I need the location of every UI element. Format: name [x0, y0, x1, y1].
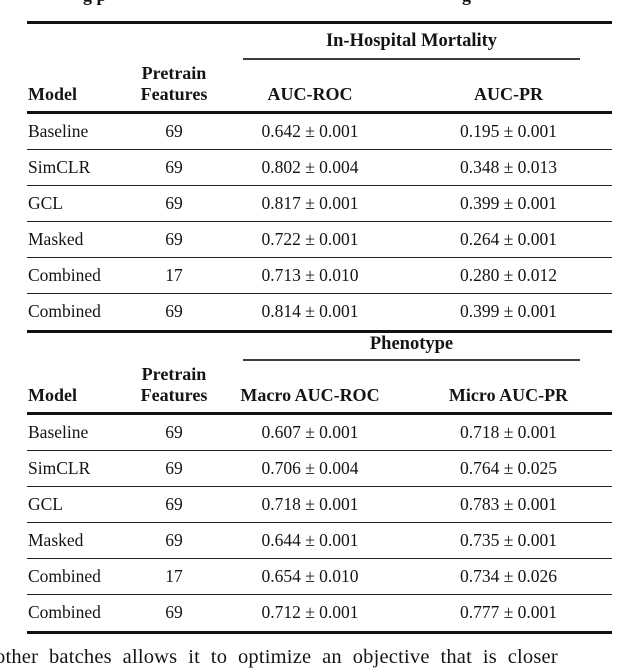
cell-auc-roc: 0.713 ± 0.010: [261, 264, 359, 285]
cell-features: 69: [165, 457, 183, 478]
cell-model: Baseline: [28, 120, 89, 141]
cell-model: Masked: [28, 228, 84, 249]
table-row: Combined 69 0.814 ± 0.001 0.399 ± 0.001: [27, 294, 612, 330]
table2-group-underline: [243, 359, 580, 361]
pretrain-label-line2: Features: [140, 84, 208, 104]
cell-macro-auc-roc: 0.706 ± 0.004: [261, 457, 359, 478]
cell-model: Combined: [28, 565, 101, 586]
cell-features: 69: [165, 192, 183, 213]
cell-auc-roc: 0.817 ± 0.001: [261, 192, 359, 213]
cell-features: 69: [165, 529, 183, 550]
cell-micro-auc-pr: 0.718 ± 0.001: [459, 421, 558, 442]
column-header-auc-pr: AUC-PR: [474, 84, 543, 104]
cell-auc-pr: 0.195 ± 0.001: [459, 120, 558, 141]
table-row: Masked 69 0.722 ± 0.001 0.264 ± 0.001: [27, 222, 612, 258]
table2-header-block: Phenotype Model Pretrain Features Macro …: [27, 330, 612, 412]
cell-features: 69: [165, 156, 183, 177]
cell-micro-auc-pr: 0.764 ± 0.025: [459, 457, 558, 478]
caption-fragment-right: g: [462, 0, 471, 6]
column-header-auc-roc: AUC-ROC: [267, 84, 353, 104]
column-header-model: Model: [28, 385, 77, 405]
table2-column-headers: Model Pretrain Features Macro AUC-ROC Mi…: [27, 364, 612, 406]
cell-auc-pr: 0.348 ± 0.013: [459, 156, 558, 177]
cell-macro-auc-roc: 0.654 ± 0.010: [261, 565, 359, 586]
table-row: Combined 17 0.713 ± 0.010 0.280 ± 0.012: [27, 258, 612, 294]
caption-fragment-left: g p: [83, 0, 107, 6]
body-text-fragment: other batches allows it to optimize an o…: [0, 646, 558, 668]
cell-features: 69: [165, 301, 183, 321]
table-row: SimCLR 69 0.802 ± 0.004 0.348 ± 0.013: [27, 150, 612, 186]
cell-micro-auc-pr: 0.735 ± 0.001: [459, 529, 558, 550]
table-row: Baseline 69 0.642 ± 0.001 0.195 ± 0.001: [27, 114, 612, 150]
cell-features: 17: [165, 264, 183, 285]
table1-bottom-rule: [27, 329, 612, 333]
cell-macro-auc-roc: 0.607 ± 0.001: [261, 421, 359, 442]
cell-auc-pr: 0.280 ± 0.012: [459, 264, 558, 285]
table-row: SimCLR 69 0.706 ± 0.004 0.764 ± 0.025: [27, 451, 612, 487]
cell-model: GCL: [28, 192, 63, 213]
table1-group-title: In-Hospital Mortality: [325, 31, 498, 51]
table1-header-block: In-Hospital Mortality Model Pretrain Fea…: [27, 24, 612, 111]
cell-features: 17: [165, 565, 183, 586]
cell-model: Combined: [28, 602, 101, 622]
table2-bottom-rule: [27, 630, 612, 634]
table-row: Masked 69 0.644 ± 0.001 0.735 ± 0.001: [27, 523, 612, 559]
table1-top-rule: [27, 21, 612, 24]
cell-auc-pr: 0.399 ± 0.001: [459, 301, 558, 321]
pretrain-label-line1: Pretrain: [141, 364, 207, 384]
clipped-caption-line: g p g: [0, 0, 640, 9]
cell-micro-auc-pr: 0.734 ± 0.026: [459, 565, 558, 586]
cell-features: 69: [165, 120, 183, 141]
cell-auc-roc: 0.642 ± 0.001: [261, 120, 359, 141]
cell-auc-pr: 0.264 ± 0.001: [459, 228, 558, 249]
cell-features: 69: [165, 493, 183, 514]
cell-model: SimCLR: [28, 156, 91, 177]
cell-macro-auc-roc: 0.644 ± 0.001: [261, 529, 359, 550]
cell-auc-roc: 0.802 ± 0.004: [261, 156, 359, 177]
cell-model: SimCLR: [28, 457, 91, 478]
table-row: GCL 69 0.817 ± 0.001 0.399 ± 0.001: [27, 186, 612, 222]
column-header-macro-auc-roc: Macro AUC-ROC: [240, 385, 380, 405]
in-hospital-mortality-table: In-Hospital Mortality Model Pretrain Fea…: [27, 21, 612, 333]
cell-model: Baseline: [28, 421, 89, 442]
cell-model: Masked: [28, 529, 84, 550]
cell-micro-auc-pr: 0.777 ± 0.001: [459, 602, 558, 622]
cell-macro-auc-roc: 0.712 ± 0.001: [261, 602, 359, 622]
cell-auc-pr: 0.399 ± 0.001: [459, 192, 558, 213]
cell-model: GCL: [28, 493, 63, 514]
cell-features: 69: [165, 602, 183, 622]
table2-header-rule: [27, 412, 612, 415]
pretrain-label-line2: Features: [140, 385, 208, 405]
column-header-model: Model: [28, 84, 77, 104]
cell-model: Combined: [28, 264, 101, 285]
pretrain-label-line1: Pretrain: [141, 63, 207, 83]
table2-group-title: Phenotype: [369, 334, 454, 354]
cell-features: 69: [165, 228, 183, 249]
table-row: Combined 69 0.712 ± 0.001 0.777 ± 0.001: [27, 595, 612, 631]
column-header-pretrain-features: Pretrain Features: [133, 364, 215, 406]
cell-auc-roc: 0.722 ± 0.001: [261, 228, 359, 249]
table1-group-underline: [243, 58, 580, 60]
cell-micro-auc-pr: 0.783 ± 0.001: [459, 493, 558, 514]
cell-model: Combined: [28, 301, 101, 321]
table-row: Baseline 69 0.607 ± 0.001 0.718 ± 0.001: [27, 415, 612, 451]
table-row: GCL 69 0.718 ± 0.001 0.783 ± 0.001: [27, 487, 612, 523]
cell-macro-auc-roc: 0.718 ± 0.001: [261, 493, 359, 514]
column-header-pretrain-features: Pretrain Features: [133, 63, 215, 105]
table1-header-rule: [27, 111, 612, 114]
column-header-micro-auc-pr: Micro AUC-PR: [448, 385, 569, 405]
table-row: Combined 17 0.654 ± 0.010 0.734 ± 0.026: [27, 559, 612, 595]
cell-auc-roc: 0.814 ± 0.001: [261, 301, 359, 321]
clipped-body-text-line: other batches allows it to optimize an o…: [0, 646, 640, 668]
cell-features: 69: [165, 421, 183, 442]
table1-column-headers: Model Pretrain Features AUC-ROC AUC-PR: [27, 63, 612, 105]
phenotype-table: Phenotype Model Pretrain Features Macro …: [27, 330, 612, 634]
